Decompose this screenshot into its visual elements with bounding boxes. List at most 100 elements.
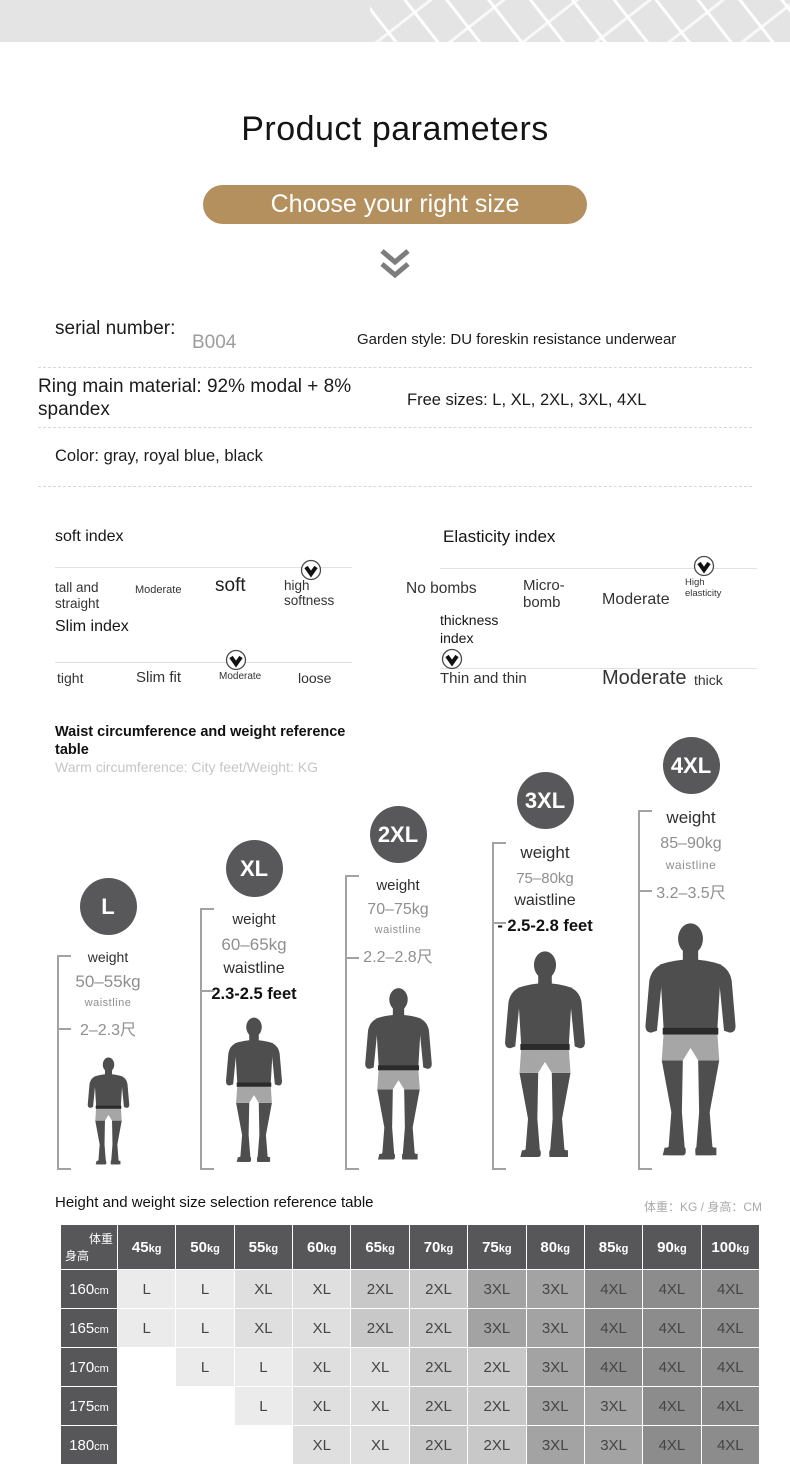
waistline-value: 2–2.3尺 [79,1022,137,1039]
male-figure-4xl [645,923,736,1156]
table-row: 165cm L L XL XL 2XL 2XL 3XL 3XL 4XL 4XL 4XL [61,1309,759,1347]
soft-index-title: soft index [55,528,124,545]
table-row: 175cm L XL XL 2XL 2XL 3XL 3XL 4XL 4XL [61,1387,759,1425]
size-cell: 2XL [468,1426,526,1464]
table-row: 180cm XL XL 2XL 2XL 3XL 3XL 4XL 4XL [61,1426,759,1464]
size-table-units-note: 体重：KG / 身高：CM [643,1200,762,1214]
size-cell: 2XL [468,1348,526,1386]
male-figure-l [87,1057,130,1165]
size-column-4xl: 4XL weight 85–90kg waistline 3.2–3.5尺 [626,737,756,903]
weight-header-cell: 55kg [234,1225,293,1269]
serial-number-value: B004 [192,332,237,353]
size-cell: 4XL [643,1348,701,1386]
waistline-label: waistline [84,997,132,1009]
serial-number-label: serial number: [55,318,176,339]
table-corner-cell: 体重 身高 [61,1225,117,1269]
weight-header-cell: 65kg [351,1225,409,1269]
weight-header-cell: 70kg [409,1225,468,1269]
size-cell: 3XL [468,1270,526,1308]
size-cell: XL [351,1348,409,1386]
corner-weight-label: 体重 [88,1232,113,1246]
material-text: Ring main material: 92% modal + 8% spand… [38,376,352,420]
size-cell: XL [351,1387,409,1425]
size-cell: 3XL [584,1426,643,1464]
size-cell: XL [293,1309,351,1347]
scale-label: High elasticity [685,577,722,600]
page-title: Product parameters [241,110,549,148]
scale-label: loose [298,670,332,686]
height-header-cell: 180cm [61,1426,117,1464]
size-cell: XL [234,1270,293,1308]
slim-index-scale [55,662,352,663]
size-cell: 3XL [584,1387,643,1425]
scale-label: tight [57,670,84,686]
waist-guide-heading: Waist circumference and weight reference… [55,724,346,759]
size-cell: XL [293,1426,351,1464]
scale-label: Moderate [219,671,262,682]
scale-label: thick [694,672,723,688]
scale-label: Micro-bomb [523,577,565,612]
size-badge: 2XL [369,806,427,863]
thickness-index-scale [440,668,757,669]
measure-bracket [345,875,361,1170]
size-cell: XL [293,1348,351,1386]
soft-index-scale [55,567,352,568]
size-cell: 4XL [701,1309,759,1347]
size-cell: L [234,1387,293,1425]
scale-label: Moderate [602,667,687,689]
size-cell: 2XL [409,1387,468,1425]
weight-value: 85–90kg [660,835,722,852]
size-cell: 4XL [643,1270,701,1308]
male-figure-3xl [505,951,585,1158]
chevrons-down-icon [375,247,415,283]
weight-header-cell: 100kg [701,1225,759,1269]
size-cell: XL [293,1387,351,1425]
size-column-2xl: 2XL weight 70–75kg waistline 2.2–2.8尺 [333,806,463,967]
weight-value: 70–75kg [367,901,429,918]
scale-label: Slim fit [136,669,181,686]
weight-label: weight [520,843,570,862]
waistline-label: waistline [514,892,576,909]
weight-header-cell: 45kg [118,1225,176,1269]
waistline-label: waistline [665,858,717,872]
scale-label: tall and straight [55,580,100,612]
size-cell: L [176,1309,234,1347]
size-cell: 2XL [409,1309,468,1347]
size-cell [234,1426,293,1464]
weight-header-cell: 75kg [468,1225,526,1269]
height-header-cell: 160cm [61,1270,117,1308]
size-cell [118,1426,176,1464]
size-cell: 4XL [584,1348,643,1386]
scale-label: Moderate [602,591,670,608]
weight-value: 75–80kg [516,870,574,887]
thickness-indicator-icon [441,648,463,670]
size-cell: 4XL [643,1309,701,1347]
size-cell: L [234,1348,293,1386]
size-cell: 2XL [409,1348,468,1386]
size-cell: 2XL [351,1309,409,1347]
size-cell [118,1387,176,1425]
size-badge: XL [225,840,283,897]
size-column-xl: XL weight 60–65kg waistline 2.3-2.5 feet [189,840,319,1004]
slim-indicator-icon [225,649,247,671]
weight-header-cell: 85kg [584,1225,643,1269]
size-column-3xl: 3XL weight 75–80kg waistline - 2.5-2.8 f… [480,772,610,936]
size-cell: L [176,1270,234,1308]
scale-label: soft [215,575,246,596]
divider [38,367,752,368]
size-cell [176,1426,234,1464]
weight-label: weight [232,911,276,928]
height-header-cell: 175cm [61,1387,117,1425]
waistline-label: waistline [374,924,422,936]
weight-label: weight [666,808,716,827]
size-cell: XL [234,1309,293,1347]
size-cell: 3XL [468,1309,526,1347]
size-cell: 2XL [409,1426,468,1464]
size-cell: L [176,1348,234,1386]
table-row: 170cm L L XL XL 2XL 2XL 3XL 4XL 4XL 4XL [61,1348,759,1386]
elasticity-index-scale [440,568,757,569]
choose-size-button[interactable]: Choose your right size [203,185,587,224]
size-cell: 4XL [584,1270,643,1308]
size-cell: 3XL [526,1348,584,1386]
